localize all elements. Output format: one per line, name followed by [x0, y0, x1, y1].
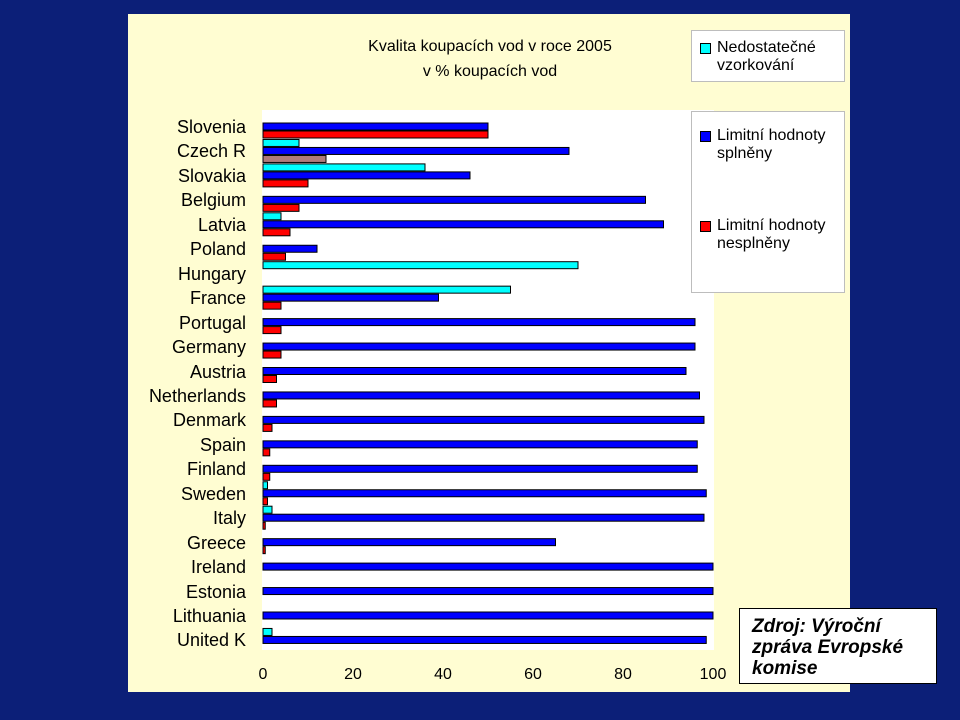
category-label: Italy — [212, 508, 246, 529]
x-tick-label: 80 — [614, 666, 632, 683]
category-label: France — [189, 288, 246, 309]
bar-latvia-s1 — [262, 220, 664, 229]
category-label: Slovakia — [177, 165, 246, 186]
bar-lithuania-s1 — [262, 611, 714, 620]
chart-subtitle: v % koupacích vod — [422, 63, 558, 80]
bar-netherlands-s2 — [262, 399, 277, 408]
category-label: Spain — [199, 434, 246, 455]
bar-czech-r-s2 — [262, 154, 327, 163]
bar-slovakia-s1 — [262, 171, 471, 180]
category-label: Portugal — [178, 312, 246, 333]
category-label: Netherlands — [148, 385, 246, 406]
bar-latvia-s2 — [262, 228, 291, 237]
bar-finland-s2 — [262, 472, 271, 481]
bar-france-s1 — [262, 293, 439, 302]
bar-finland-s1 — [262, 464, 698, 473]
bar-spain-s2 — [262, 448, 271, 457]
x-tick-label: 60 — [524, 666, 542, 683]
category-label: Lithuania — [172, 606, 246, 626]
legend-label: Limitní hodnoty nesplněny — [717, 217, 826, 252]
chart-title: Kvalita koupacích vod v roce 2005 — [368, 38, 612, 55]
source-note: Zdroj: Výroční zpráva Evropské komise — [739, 608, 937, 684]
legend-label: Nedostatečné vzorkování — [717, 39, 816, 74]
category-label: Denmark — [172, 410, 246, 431]
bar-slovakia-s2 — [262, 179, 309, 188]
bar-estonia-s1 — [262, 587, 714, 596]
category-label: Estonia — [185, 581, 246, 602]
bar-portugal-s2 — [262, 326, 282, 335]
category-label: Germany — [171, 337, 246, 358]
bar-sweden-s0 — [262, 481, 268, 490]
bar-slovenia-s1 — [262, 122, 489, 131]
bar-poland-s2 — [262, 252, 286, 261]
bar-france-s0 — [262, 285, 511, 294]
bar-france-s2 — [262, 301, 282, 310]
category-label: Hungary — [177, 263, 246, 284]
bar-greece-s1 — [262, 538, 556, 547]
category-label: Austria — [189, 361, 246, 382]
bar-hungary-s0 — [262, 261, 579, 270]
bar-belgium-s1 — [262, 195, 646, 204]
bar-italy-s2 — [262, 521, 266, 530]
x-tick-label: 0 — [258, 666, 268, 683]
bar-greece-s2 — [262, 546, 266, 555]
bar-sweden-s1 — [262, 489, 707, 498]
bar-poland-s1 — [262, 244, 318, 253]
bar-ireland-s1 — [262, 562, 714, 571]
category-label: Greece — [186, 532, 246, 553]
bar-austria-s1 — [262, 367, 687, 375]
bar-germany-s2 — [262, 350, 282, 359]
bar-italy-s0 — [262, 505, 273, 514]
bar-latvia-s0 — [262, 212, 282, 221]
legend-label: Limitní hodnoty splněny — [717, 127, 826, 162]
bar-germany-s1 — [262, 342, 696, 351]
category-label: Belgium — [180, 190, 246, 211]
category-label: Ireland — [190, 557, 246, 578]
legend-swatch-cyan — [700, 43, 711, 54]
legend-swatch-red — [700, 221, 711, 232]
category-label: Sweden — [180, 483, 246, 504]
legend-main: Limitní hodnoty splněny Limitní hodnoty … — [691, 111, 845, 293]
bar-italy-s1 — [262, 513, 705, 522]
bar-spain-s1 — [262, 440, 698, 449]
category-label: Finland — [186, 459, 246, 480]
bar-portugal-s1 — [262, 318, 696, 327]
bar-czech-r-s0 — [262, 138, 300, 147]
bar-belgium-s2 — [262, 203, 300, 212]
x-tick-label: 20 — [344, 666, 362, 683]
bar-denmark-s2 — [262, 423, 273, 432]
x-tick-label: 40 — [434, 666, 452, 683]
bar-denmark-s1 — [262, 415, 705, 424]
bar-united-k-s0 — [262, 627, 273, 636]
bar-slovenia-s2 — [262, 130, 489, 139]
bar-czech-r-s1 — [262, 146, 570, 155]
category-label: United K — [176, 630, 246, 651]
bar-netherlands-s1 — [262, 391, 700, 400]
bar-austria-s2 — [262, 375, 277, 383]
category-label: Poland — [189, 239, 246, 260]
category-label: Czech R — [176, 141, 246, 162]
category-label: Slovenia — [176, 117, 246, 137]
bar-slovakia-s0 — [262, 163, 426, 172]
x-tick-label: 100 — [699, 666, 727, 683]
bar-united-k-s1 — [262, 635, 707, 644]
legend-top: Nedostatečné vzorkování — [691, 30, 845, 82]
bar-sweden-s2 — [262, 497, 268, 506]
category-label: Latvia — [197, 214, 246, 235]
legend-swatch-blue — [700, 131, 711, 142]
